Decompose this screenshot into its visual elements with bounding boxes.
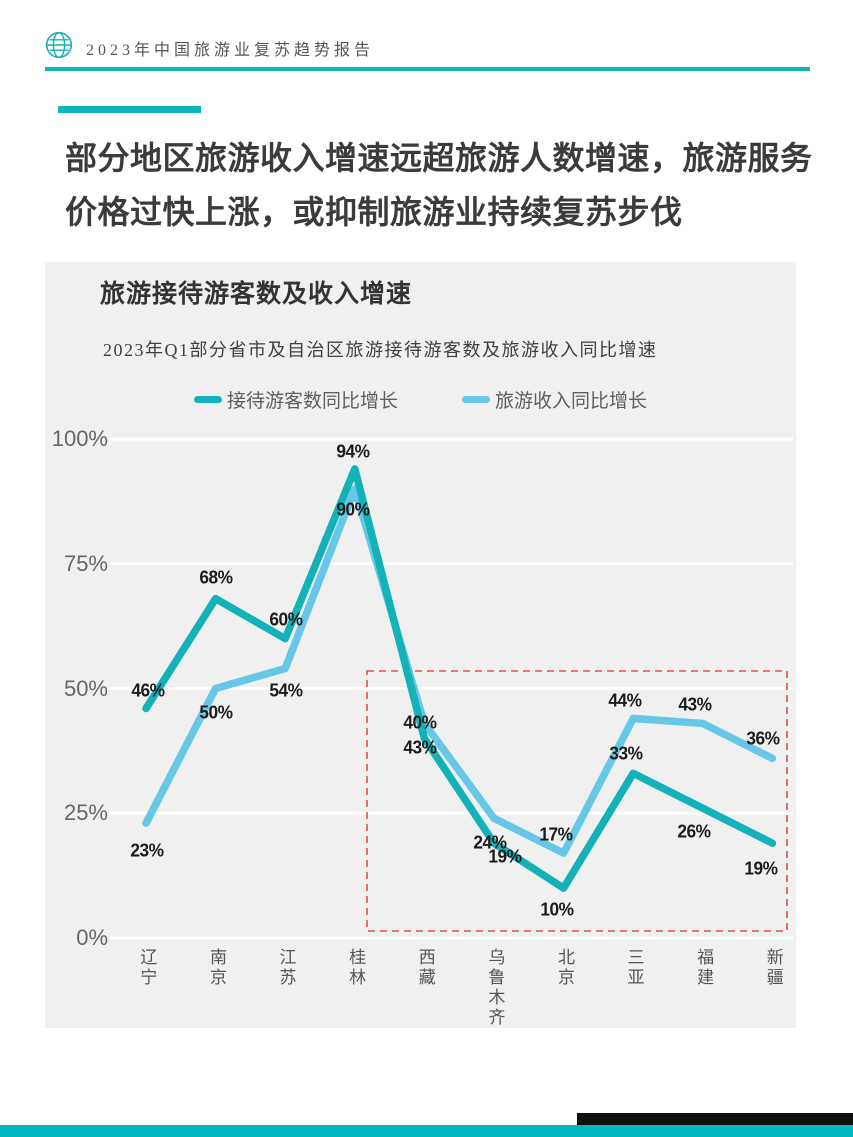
value-label-revenue-江苏: 54%	[269, 680, 304, 701]
legend-swatch-revenue	[462, 396, 490, 403]
x-axis-label-三亚: 三亚	[624, 948, 644, 988]
headline-accent-bar	[58, 106, 201, 113]
highlight-box	[366, 670, 788, 932]
footer-black-bar	[577, 1113, 853, 1125]
x-axis-label-福建: 福建	[694, 948, 714, 988]
chart-legend: 接待游客数同比增长 旅游收入同比增长	[45, 386, 796, 413]
value-label-revenue-桂林: 90%	[336, 499, 370, 520]
value-label-visitors-三亚: 33%	[609, 743, 644, 764]
legend-swatch-visitors	[193, 396, 222, 403]
value-label-visitors-新疆: 19%	[744, 858, 779, 879]
y-axis-tick-25: 25%	[63, 800, 108, 826]
x-axis-label-乌鲁木齐: 乌鲁木齐	[485, 948, 505, 1028]
line-chart: 46% 68% 60% 94% 40% 19% 10% 33% 26% 19% 23% 50% 54% 9…	[45, 262, 796, 1028]
legend-label-visitors: 接待游客数同比增长	[226, 391, 398, 412]
headline-line-2: 价格过快上涨，或抑制旅游业持续复苏步伐	[65, 194, 683, 230]
value-label-revenue-福建: 43%	[678, 694, 712, 715]
chart-canvas	[110, 437, 793, 940]
value-label-visitors-北京: 10%	[540, 899, 574, 920]
value-label-revenue-西藏: 43%	[403, 737, 438, 758]
chart-labels-layer: 46% 68% 60% 94% 40% 19% 10% 33% 26% 19% 23% 50% 54% 9…	[45, 262, 796, 1028]
y-axis-tick-100: 100%	[51, 426, 108, 451]
value-label-visitors-西藏: 40%	[403, 712, 438, 733]
value-label-revenue-新疆: 36%	[746, 728, 781, 749]
chart-title: 旅游接待游客数及收入增速	[100, 280, 413, 308]
chart-panel: 旅游接待游客数及收入增速 2023年Q1部分省市及自治区旅游接待游客数及旅游收入…	[45, 262, 796, 1028]
value-label-visitors-辽宁: 46%	[131, 680, 165, 701]
value-label-revenue-辽宁: 23%	[130, 840, 164, 861]
x-axis-label-桂林: 桂林	[346, 948, 366, 988]
legend-item-revenue: 旅游收入同比增长	[462, 386, 647, 413]
x-axis-label-辽宁: 辽宁	[137, 948, 157, 988]
x-axis-label-新疆: 新疆	[763, 948, 783, 988]
value-label-visitors-南京: 68%	[199, 567, 233, 588]
value-label-revenue-北京: 17%	[539, 824, 573, 845]
value-label-visitors-福建: 26%	[677, 821, 711, 842]
value-label-visitors-江苏: 60%	[269, 609, 304, 630]
chart-subtitle: 2023年Q1部分省市及自治区旅游接待游客数及旅游收入同比增速	[103, 340, 658, 360]
report-title: 2023年中国旅游业复苏趋势报告	[86, 42, 375, 59]
series-line-revenue	[142, 485, 777, 857]
headline: 部分地区旅游收入增速远超旅游人数增速，旅游服务 价格过快上涨，或抑制旅游业持续复…	[65, 131, 825, 239]
legend-label-revenue: 旅游收入同比增长	[495, 391, 648, 412]
value-label-visitors-桂林: 94%	[336, 441, 370, 462]
headline-line-1: 部分地区旅游收入增速远超旅游人数增速，旅游服务	[65, 140, 813, 176]
x-axis-label-西藏: 西藏	[415, 948, 435, 988]
x-axis-label-江苏: 江苏	[276, 948, 296, 988]
x-axis-label-北京: 北京	[554, 948, 574, 988]
y-axis-tick-75: 75%	[63, 550, 108, 576]
series-line-visitors	[142, 465, 777, 892]
y-axis-tick-50: 50%	[63, 675, 108, 701]
value-label-revenue-乌鲁木齐: 24%	[473, 832, 507, 853]
header-rule	[45, 67, 810, 71]
value-label-visitors-乌鲁木齐: 19%	[488, 846, 522, 867]
value-label-revenue-三亚: 44%	[608, 690, 643, 711]
x-axis-label-南京: 南京	[206, 948, 226, 988]
legend-item-visitors: 接待游客数同比增长	[193, 386, 398, 413]
globe-icon	[45, 31, 73, 59]
footer-teal-bar	[0, 1125, 853, 1137]
y-axis-tick-0: 0%	[76, 925, 108, 950]
value-label-revenue-南京: 50%	[199, 702, 233, 722]
